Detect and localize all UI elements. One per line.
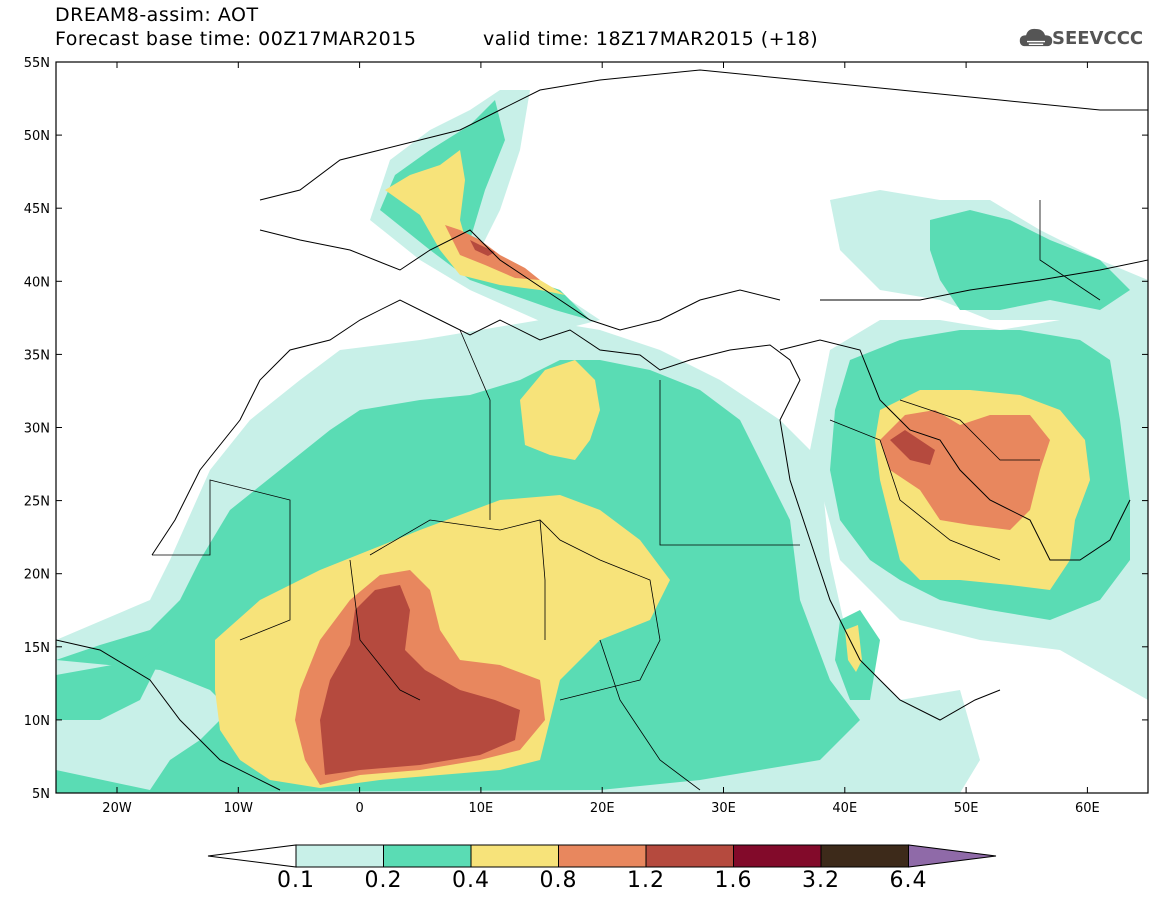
lat-label: 30N xyxy=(24,422,50,437)
colorbar-segment xyxy=(383,844,472,868)
lat-label: 25N xyxy=(24,495,50,510)
colorbar-label: 0.4 xyxy=(452,868,490,893)
colorbar-segment xyxy=(733,844,822,868)
colorbar-segment xyxy=(470,844,559,868)
lon-label: 20E xyxy=(590,801,615,816)
lon-label: 0 xyxy=(355,801,363,816)
lat-label: 5N xyxy=(32,787,50,802)
lon-label: 10E xyxy=(469,801,494,816)
lon-label: 30E xyxy=(711,801,736,816)
colorbar-label: 6.4 xyxy=(889,868,928,893)
lat-label: 45N xyxy=(24,202,50,217)
lon-label: 60E xyxy=(1075,801,1100,816)
base-time-label: Forecast base time: 00Z17MAR2015 xyxy=(55,28,417,50)
colorbar xyxy=(207,844,997,868)
cloud-icon xyxy=(1019,28,1053,47)
colorbar-label: 0.1 xyxy=(277,868,315,893)
lat-label: 20N xyxy=(24,568,50,583)
colorbar-label: 1.2 xyxy=(627,868,665,893)
coastlines xyxy=(56,69,1148,791)
colorbar-segment xyxy=(295,844,384,868)
lat-label: 35N xyxy=(24,348,50,363)
colorbar-segment xyxy=(820,844,909,868)
colorbar-segment xyxy=(645,844,734,868)
colorbar-label: 3.2 xyxy=(802,868,840,893)
lon-label: 20W xyxy=(102,801,132,816)
logo-text: SEEVCCC xyxy=(1052,28,1144,49)
country-borders xyxy=(152,200,1101,791)
colorbar-label: 0.2 xyxy=(364,868,403,893)
lon-label: 50E xyxy=(954,801,979,816)
lat-label: 15N xyxy=(24,641,50,656)
valid-time-label: valid time: 18Z17MAR2015 (+18) xyxy=(483,28,819,50)
lon-label: 40E xyxy=(832,801,857,816)
lat-label: 50N xyxy=(24,129,50,144)
colorbar-label: 0.8 xyxy=(539,868,578,893)
axis-ticks xyxy=(56,61,1148,794)
lat-label: 10N xyxy=(24,714,50,729)
lat-label: 40N xyxy=(24,275,50,290)
map-title: DREAM8-assim: AOT xyxy=(55,4,259,26)
aot-level-1.2-areas xyxy=(320,240,935,775)
colorbar-under-arrow xyxy=(207,844,297,868)
colorbar-over-arrow xyxy=(908,844,997,868)
lon-label: 10W xyxy=(224,801,254,816)
colorbar-label: 1.6 xyxy=(714,868,753,893)
colorbar-segment xyxy=(558,844,647,868)
lat-label: 55N xyxy=(24,56,50,71)
